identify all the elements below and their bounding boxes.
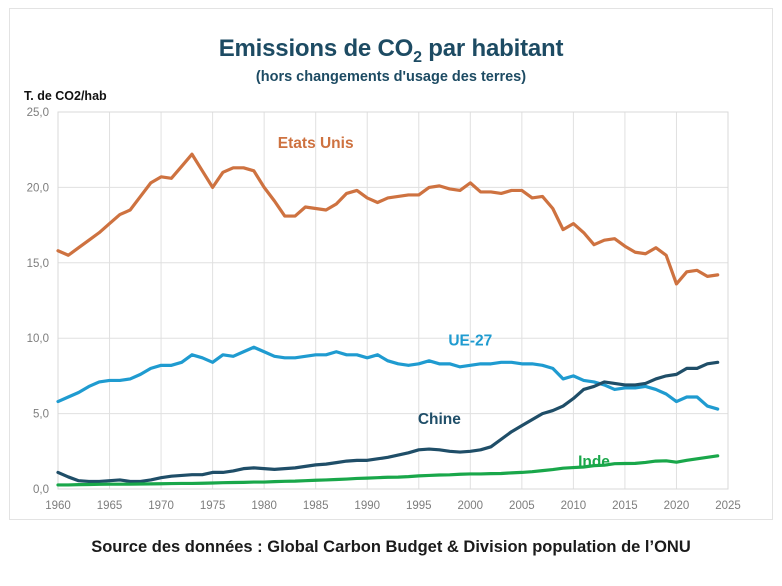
chart-title-main: Emissions de CO (218, 35, 414, 62)
chart-subtitle: (hors changements d'usage des terres) (255, 69, 527, 85)
y-axis-tick-label: 20,0 (27, 182, 49, 194)
series-line-chine (56, 360, 720, 484)
chart-title: Emissions de CO2 par habitant (10, 35, 772, 67)
source-caption: Source des données : Global Carbon Budge… (91, 538, 691, 556)
series-line-inde (56, 454, 720, 487)
x-axis-tick-label: 2000 (458, 500, 484, 512)
y-axis-tick-label: 15,0 (27, 258, 49, 270)
x-axis-tick-label: 2020 (664, 500, 690, 512)
y-axis-title: T. de CO2/hab (24, 89, 107, 103)
x-axis-tick-label: 1985 (303, 500, 329, 512)
series-line-etats-unis (56, 152, 720, 286)
chart-card: Emissions de CO2 par habitant (hors chan… (9, 8, 773, 520)
x-axis-tick-label: 1980 (251, 500, 277, 512)
x-axis-tick-label: 2025 (715, 500, 741, 512)
line-chart-plot: 0,0 5,0 10,0 15,0 20,0 25,0 1960 1965 1970 1975 19… (27, 107, 741, 512)
x-axis-tick-label: 1990 (354, 500, 380, 512)
y-axis-tick-label: 25,0 (27, 107, 49, 119)
chart-title-tail: par habitant (421, 35, 564, 62)
y-axis-tick-label: 10,0 (27, 333, 49, 345)
x-axis-tick-label: 2015 (612, 500, 638, 512)
series-label-chine: Chine (418, 411, 461, 428)
y-axis-tick-label: 0,0 (33, 484, 49, 496)
x-axis-tick-label: 1995 (406, 500, 432, 512)
series-label-etats-unis: Etats Unis (278, 135, 354, 152)
chart-title-subscript: 2 (413, 48, 422, 66)
plot-border (57, 111, 729, 490)
x-axis-tick-label: 2010 (561, 500, 587, 512)
y-axis-tick-label: 5,0 (33, 409, 49, 421)
x-axis-tick-label: 1970 (148, 500, 174, 512)
x-axis-tick-label: 1975 (200, 500, 226, 512)
series-label-ue-27: UE-27 (448, 333, 492, 350)
x-axis-tick-label: 2005 (509, 500, 535, 512)
x-axis-tick-label: 1965 (97, 500, 123, 512)
series-line-ue-27 (56, 345, 720, 411)
series-label-inde: Inde (578, 453, 610, 470)
x-axis-tick-label: 1960 (45, 500, 71, 512)
